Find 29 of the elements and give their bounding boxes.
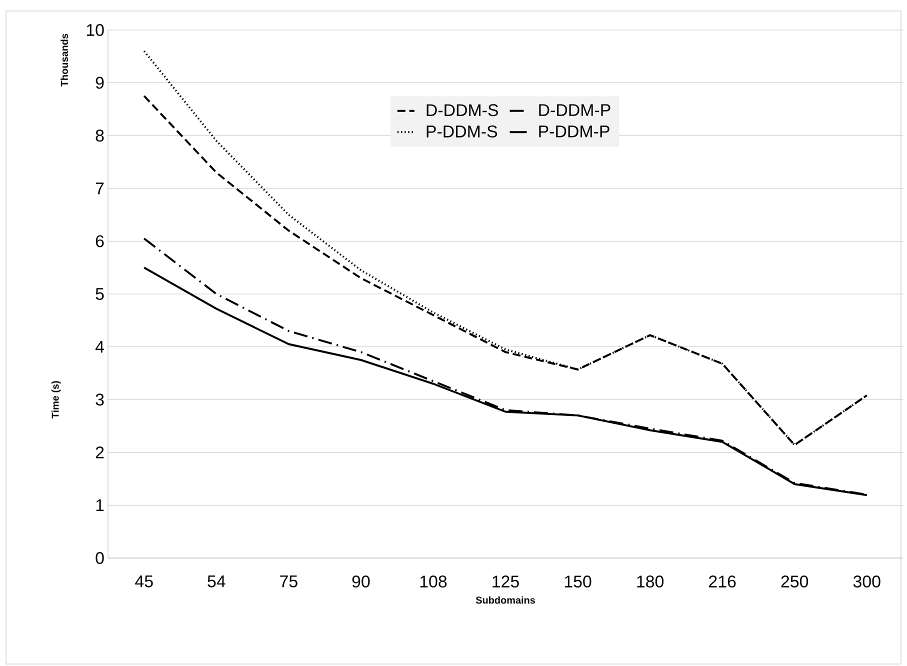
x-tick-label: 125 (492, 576, 519, 588)
x-tick-label: 150 (564, 576, 592, 588)
text: Thousands (60, 34, 68, 87)
y-tick-label: 7 (96, 182, 104, 194)
x-tick-label: 54 (208, 576, 226, 588)
legend-label: P-DDM-S (426, 125, 498, 138)
y-tick-label: 0 (96, 552, 104, 564)
x-tick-label: 108 (420, 576, 447, 588)
y-tick-label: 4 (95, 340, 104, 353)
legend-label: D-DDM-P (539, 104, 610, 116)
x-tick-label: 216 (709, 576, 736, 588)
y-tick-label: 9 (96, 76, 104, 89)
x-tick-label: 90 (352, 576, 370, 588)
y-tick-label: 10 (86, 24, 104, 36)
y-tick-label: 6 (96, 235, 104, 248)
x-tick-label: 75 (280, 576, 298, 588)
x-tick-label: 300 (853, 576, 880, 588)
y-tick-label: 8 (96, 130, 104, 142)
x-tick-label: 180 (637, 576, 664, 588)
y-tick-label: 1 (96, 499, 104, 512)
legend-label: D-DDM-S (426, 104, 498, 116)
x-axis-title: Subdomains (476, 596, 535, 604)
y-tick-label: 5 (96, 288, 104, 300)
legend-label: P-DDM-P (539, 126, 610, 138)
y-tick-label: 2 (96, 446, 104, 458)
x-tick-label: 250 (781, 576, 808, 588)
y-tick-label: 3 (96, 394, 104, 406)
y-axis-title: Time (s) (51, 381, 61, 418)
x-tick-label: 45 (135, 576, 153, 588)
